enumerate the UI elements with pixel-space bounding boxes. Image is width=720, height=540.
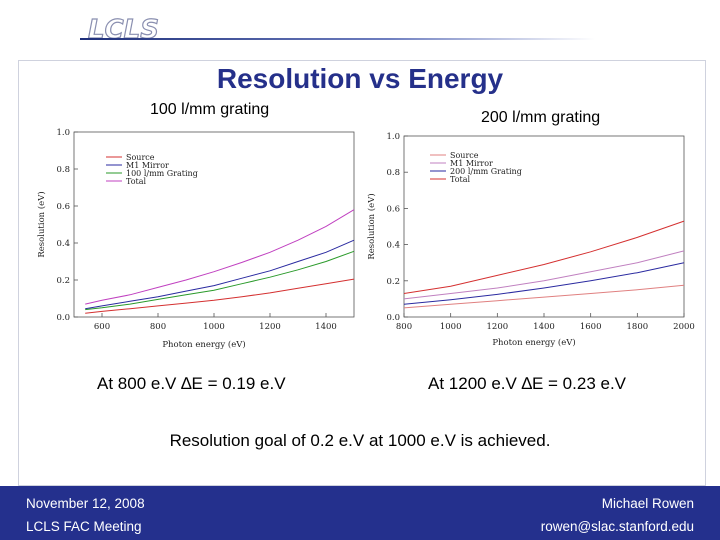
footer-author: Michael Rowen xyxy=(601,496,694,511)
left-resolution-chart: 0.0 0.2 0.4 0.6 0.8 1.0 600 800 1000 1200 1400 Phot… xyxy=(36,128,355,350)
series-line-source xyxy=(403,284,685,309)
legend-label: Source xyxy=(450,151,479,160)
series-line-m1-mirror xyxy=(403,250,685,300)
x-tick-label: 1200 xyxy=(259,322,281,332)
right-chart-caption: 200 l/mm grating xyxy=(481,109,601,126)
footer-date: November 12, 2008 xyxy=(26,496,145,511)
y-tick-label: 0.6 xyxy=(386,204,400,214)
header-bar: LCLS xyxy=(0,0,720,60)
page-title: Resolution vs Energy xyxy=(216,63,504,94)
legend-label: Source xyxy=(126,153,155,162)
right-resolution-chart: 0.0 0.2 0.4 0.6 0.8 1.0 800 1000 1200 1400 1600 180… xyxy=(366,132,695,348)
x-tick-label: 2000 xyxy=(673,322,695,332)
x-tick-label: 1200 xyxy=(487,322,509,332)
legend-label: M1 Mirror xyxy=(126,161,169,170)
left-resolution-note: At 800 e.V ∆E = 0.19 e.V xyxy=(97,374,286,393)
content-frame xyxy=(18,60,706,486)
y-axis-label: Resolution (eV) xyxy=(36,191,47,257)
y-tick-label: 0.6 xyxy=(56,202,70,212)
y-tick-label: 0.8 xyxy=(386,168,400,178)
legend-label: 100 l/mm Grating xyxy=(126,169,198,178)
x-tick-label: 600 xyxy=(94,322,110,332)
footer-meeting: LCLS FAC Meeting xyxy=(26,519,142,534)
x-tick-label: 1400 xyxy=(533,322,555,332)
y-tick-label: 0.0 xyxy=(56,313,70,323)
y-axis-label: Resolution (eV) xyxy=(366,193,377,259)
legend-label: M1 Mirror xyxy=(450,159,493,168)
svg-text:LCLS: LCLS xyxy=(88,15,159,45)
series-line-100-l-mm-grating xyxy=(85,250,355,311)
series-line-m1-mirror xyxy=(85,239,355,310)
header-rule xyxy=(80,38,595,40)
legend-label: Total xyxy=(450,175,471,184)
y-tick-label: 0.2 xyxy=(386,277,400,287)
x-axis-label: Photon energy (eV) xyxy=(492,337,575,348)
series-line-total xyxy=(403,220,685,294)
legend-label: 200 l/mm Grating xyxy=(450,167,522,176)
x-tick-label: 800 xyxy=(396,322,412,332)
y-tick-label: 1.0 xyxy=(56,128,70,138)
series-line-source xyxy=(85,278,355,314)
y-tick-label: 0.4 xyxy=(56,239,70,249)
plot-area xyxy=(73,131,355,318)
y-tick-label: 0.0 xyxy=(386,313,400,323)
legend-label: Total xyxy=(126,177,147,186)
y-tick-label: 0.4 xyxy=(386,241,400,251)
footer-bar: November 12, 2008 LCLS FAC Meeting Micha… xyxy=(0,486,720,540)
y-tick-label: 0.8 xyxy=(56,165,70,175)
x-tick-label: 1800 xyxy=(627,322,649,332)
x-tick-label: 800 xyxy=(150,322,166,332)
series-line-total xyxy=(85,209,355,305)
x-tick-label: 1400 xyxy=(315,322,337,332)
right-resolution-note: At 1200 e.V ∆E = 0.23 e.V xyxy=(428,374,627,393)
x-tick-label: 1600 xyxy=(580,322,602,332)
y-tick-label: 0.2 xyxy=(56,276,70,286)
resolution-goal-note: Resolution goal of 0.2 e.V at 1000 e.V i… xyxy=(169,431,551,450)
footer-email: rowen@slac.stanford.edu xyxy=(540,519,694,534)
series-line-200-l-mm-grating xyxy=(403,262,685,305)
x-tick-label: 1000 xyxy=(203,322,225,332)
left-chart-caption: 100 l/mm grating xyxy=(150,101,270,118)
lcls-logo: LCLS xyxy=(87,14,159,45)
x-axis-label: Photon energy (eV) xyxy=(162,339,245,350)
y-tick-label: 1.0 xyxy=(386,132,400,142)
x-tick-label: 1000 xyxy=(440,322,462,332)
